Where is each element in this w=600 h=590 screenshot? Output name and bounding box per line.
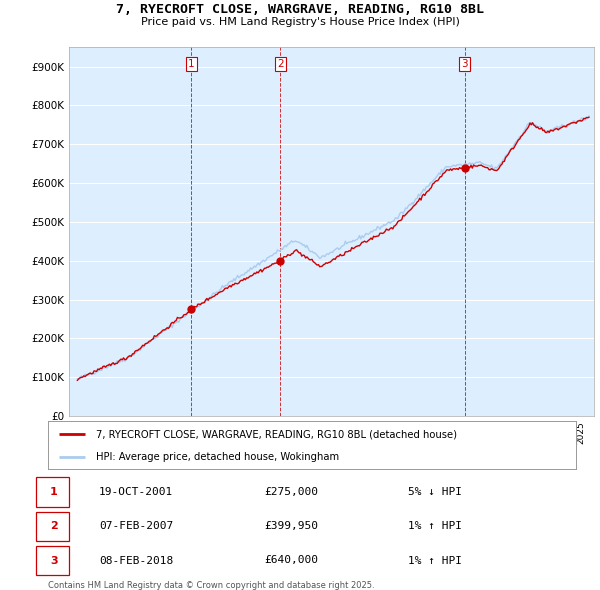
Text: 1% ↑ HPI: 1% ↑ HPI xyxy=(408,522,462,531)
Text: 3: 3 xyxy=(50,556,58,565)
Text: 07-FEB-2007: 07-FEB-2007 xyxy=(99,522,173,531)
Text: 1% ↑ HPI: 1% ↑ HPI xyxy=(408,556,462,565)
Text: £640,000: £640,000 xyxy=(264,556,318,565)
Text: 1: 1 xyxy=(188,59,195,69)
Text: 7, RYECROFT CLOSE, WARGRAVE, READING, RG10 8BL: 7, RYECROFT CLOSE, WARGRAVE, READING, RG… xyxy=(116,3,484,16)
Text: HPI: Average price, detached house, Wokingham: HPI: Average price, detached house, Woki… xyxy=(95,452,338,462)
Text: Contains HM Land Registry data © Crown copyright and database right 2025.
This d: Contains HM Land Registry data © Crown c… xyxy=(48,581,374,590)
Text: 08-FEB-2018: 08-FEB-2018 xyxy=(99,556,173,565)
Text: 5% ↓ HPI: 5% ↓ HPI xyxy=(408,487,462,497)
Text: 1: 1 xyxy=(50,487,58,497)
Text: 19-OCT-2001: 19-OCT-2001 xyxy=(99,487,173,497)
Text: 2: 2 xyxy=(50,522,58,531)
Text: £275,000: £275,000 xyxy=(264,487,318,497)
Text: 3: 3 xyxy=(461,59,468,69)
Text: Price paid vs. HM Land Registry's House Price Index (HPI): Price paid vs. HM Land Registry's House … xyxy=(140,17,460,27)
Text: £399,950: £399,950 xyxy=(264,522,318,531)
Text: 7, RYECROFT CLOSE, WARGRAVE, READING, RG10 8BL (detached house): 7, RYECROFT CLOSE, WARGRAVE, READING, RG… xyxy=(95,429,457,439)
Text: 2: 2 xyxy=(277,59,284,69)
